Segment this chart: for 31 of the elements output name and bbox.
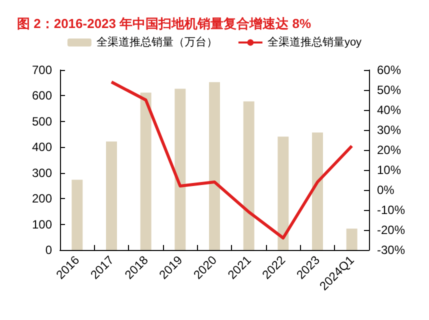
- y2-tick-label: 0%: [377, 183, 395, 197]
- chart-title: 图 2：2016-2023 年中国扫地机销量复合增速达 8%: [17, 16, 312, 31]
- legend-label: 全渠道推总销量yoy: [267, 36, 362, 48]
- bar: [278, 136, 289, 250]
- y2-tick-label: 40%: [377, 103, 402, 117]
- y-tick-label: 600: [32, 88, 52, 103]
- y-tick-label: 0: [45, 243, 52, 257]
- y2-tick-label: 20%: [377, 143, 402, 157]
- bar: [346, 228, 358, 250]
- y-tick-label: 100: [32, 217, 52, 232]
- bar: [174, 88, 186, 250]
- bar: [243, 101, 254, 250]
- y-tick-label: 700: [32, 63, 52, 77]
- y2-tick-label: -20%: [377, 223, 406, 237]
- y-tick-label: 500: [32, 114, 52, 128]
- bar: [209, 82, 220, 250]
- y-tick-label: 400: [32, 140, 52, 154]
- y2-tick-label: -10%: [377, 203, 406, 217]
- y2-tick-label: -30%: [377, 243, 406, 257]
- y2-tick-label: 30%: [377, 123, 402, 137]
- y-tick-label: 200: [32, 192, 52, 206]
- bar: [106, 141, 117, 250]
- bar: [140, 92, 152, 250]
- bar: [72, 180, 83, 250]
- y2-tick-label: 50%: [377, 83, 402, 97]
- legend-label: 全渠道推总销量（万台）: [96, 36, 218, 48]
- bar: [312, 132, 323, 250]
- y2-tick-label: 60%: [377, 63, 402, 77]
- y-tick-label: 300: [32, 166, 52, 180]
- line-series: [110, 80, 354, 240]
- y2-tick-label: 10%: [377, 163, 402, 177]
